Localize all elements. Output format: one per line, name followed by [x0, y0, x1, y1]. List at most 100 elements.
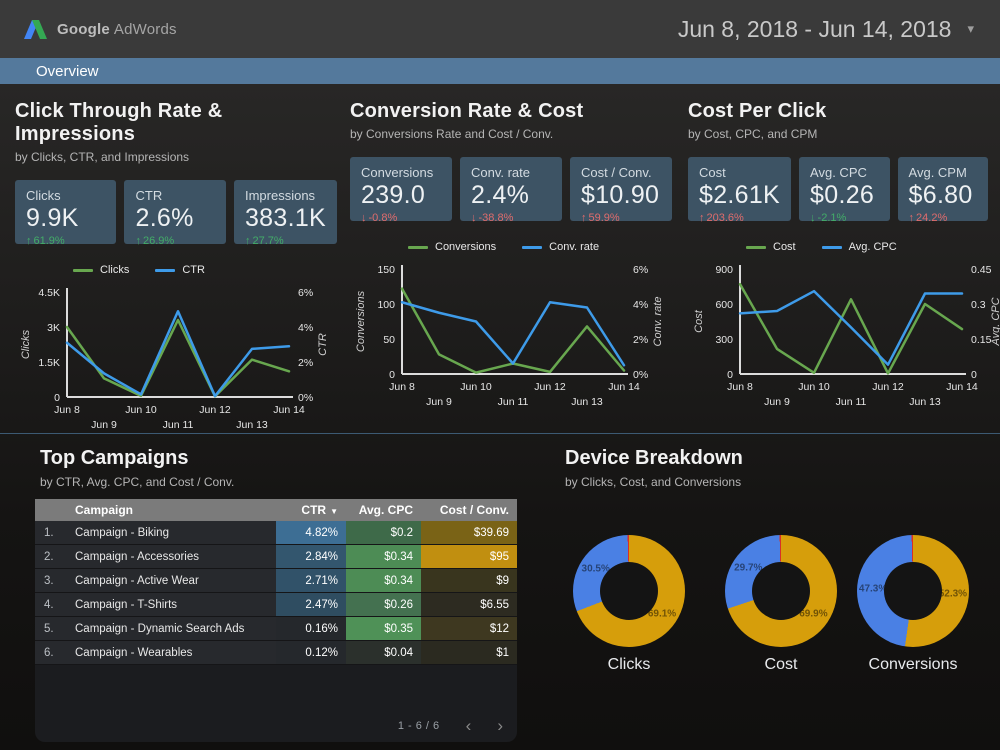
table-row[interactable]: 2. Campaign - Accessories 2.84% $0.34 $95	[35, 545, 517, 569]
legend-item: Avg. CPC	[821, 241, 897, 253]
avg-cpc-cell: $0.35	[346, 617, 421, 640]
scorecard-delta: ↓ -2.1%	[810, 212, 847, 224]
scorecard-value: $6.80	[908, 181, 973, 209]
donut-title: Cost	[764, 656, 798, 673]
svg-text:Jun 12: Jun 12	[199, 404, 231, 416]
svg-text:3K: 3K	[47, 322, 60, 334]
campaign-name: Campaign - Dynamic Search Ads	[75, 622, 245, 635]
row-number: 5.	[44, 622, 54, 635]
scorecard-value: 383.1K	[244, 204, 327, 232]
table-row[interactable]: 5. Campaign - Dynamic Search Ads 0.16% $0.3…	[35, 617, 517, 641]
legend-item: Conv. rate	[522, 241, 599, 253]
donut-hole	[752, 562, 810, 620]
row-number: 4.	[44, 598, 54, 611]
scorecard-ctr: CTR 2.6% ↑ 26.9%	[124, 180, 226, 247]
tab-overview[interactable]: Overview	[36, 62, 99, 80]
scorecard-delta: ↑ 203.6%	[699, 212, 744, 224]
chart-legend: Conversions Conv. rate	[408, 241, 672, 253]
svg-text:150: 150	[377, 264, 395, 276]
col-header-ctr[interactable]: CTR ▼	[301, 503, 338, 517]
scorecard-label: Avg. CPM	[908, 165, 967, 180]
cost-conv-cell: $39.69	[421, 521, 517, 544]
campaign-name: Campaign - Wearables	[75, 646, 193, 659]
date-range-picker[interactable]: Jun 8, 2018 - Jun 14, 2018 ▾	[678, 0, 974, 58]
scorecard-row: Conversions 239.0 ↓ -0.8% Conv. rate 2.4% ↓ -38…	[350, 157, 672, 224]
pagination-prev-icon[interactable]: ‹	[465, 716, 472, 735]
avg-cpc-cell: $0.26	[346, 593, 421, 616]
svg-text:300: 300	[715, 334, 733, 346]
scorecard-value: $10.90	[581, 181, 660, 209]
svg-text:0.45: 0.45	[971, 264, 992, 276]
scorecard-value: 2.6%	[135, 204, 194, 232]
donut-hole	[884, 562, 942, 620]
col-header-campaign[interactable]: Campaign	[75, 503, 134, 517]
legend-item: Conversions	[408, 241, 496, 253]
pagination-next-icon[interactable]: ›	[497, 716, 503, 735]
legend-line-swatch	[155, 268, 176, 272]
donut-hole	[600, 562, 658, 620]
scorecard-avg-cpc: Avg. CPC $0.26 ↓ -2.1%	[799, 157, 890, 224]
scorecard-clicks: Clicks 9.9K ↑ 61.9%	[15, 180, 117, 247]
scorecard-label: Avg. CPC	[810, 165, 867, 180]
table-row[interactable]: 6. Campaign - Wearables 0.12% $0.04 $1	[35, 641, 517, 665]
svg-text:2%: 2%	[298, 357, 313, 369]
donut-ring: 52.3% 47.3%	[857, 535, 969, 647]
table-pagination: 1 - 6 / 6 ‹ ›	[397, 716, 503, 735]
svg-text:50: 50	[383, 334, 395, 346]
scorecard-value: 9.9K	[26, 204, 79, 232]
ctr-cell: 4.82%	[276, 521, 346, 544]
svg-text:Jun 12: Jun 12	[872, 381, 904, 393]
donut-ring: 69.1% 30.5%	[573, 535, 685, 647]
svg-text:Jun 13: Jun 13	[571, 396, 603, 408]
scorecard-row: Clicks 9.9K ↑ 61.9% CTR 2.6% ↑ 26.9% Impressions…	[15, 180, 338, 247]
col-header-avg-cpc[interactable]: Avg. CPC	[358, 503, 413, 517]
scorecard-value: $2.61K	[699, 181, 781, 209]
table-body: 1. Campaign - Biking 4.82% $0.2 $39.69 2. Camp…	[35, 521, 517, 665]
svg-text:Jun 14: Jun 14	[273, 404, 305, 416]
scorecard-conversions: Conversions 239.0 ↓ -0.8%	[350, 157, 452, 224]
scorecard-label: Cost / Conv.	[581, 165, 652, 180]
svg-text:4.5K: 4.5K	[38, 287, 60, 299]
legend-label: CTR	[182, 264, 205, 276]
svg-text:Jun 8: Jun 8	[389, 381, 415, 393]
donut-slice-label: 29.7%	[734, 562, 763, 574]
scorecard-row: Cost $2.61K ↑ 203.6% Avg. CPC $0.26 ↓ -2.1% Avg.…	[688, 157, 989, 224]
scorecard-cost: Cost $2.61K ↑ 203.6%	[688, 157, 792, 224]
legend-item: Clicks	[73, 264, 129, 276]
table-row[interactable]: 4. Campaign - T-Shirts 2.47% $0.26 $6.55	[35, 593, 517, 617]
arrow-down-icon: ↓	[810, 212, 816, 224]
top-campaigns-title: Top Campaigns	[40, 447, 189, 469]
row-number: 6.	[44, 646, 54, 659]
legend-line-swatch	[73, 268, 93, 272]
svg-text:6%: 6%	[633, 264, 648, 276]
col-header-cost-conv[interactable]: Cost / Conv.	[439, 503, 509, 517]
legend-label: Conversions	[435, 241, 497, 253]
arrow-up-icon: ↑	[244, 235, 251, 247]
svg-text:Clicks: Clicks	[20, 329, 32, 359]
table-row[interactable]: 3. Campaign - Active Wear 2.71% $0.34 $9	[35, 569, 517, 593]
legend-label: Conv. rate	[549, 241, 600, 253]
section-subtitle: by Clicks, CTR, and Impressions	[15, 150, 190, 164]
adwords-logo: Google AdWords	[22, 18, 177, 40]
dashboard-content: Click Through Rate & Impressions by Clic…	[0, 84, 1000, 750]
overview-tab-bar: Overview	[0, 58, 1000, 84]
svg-text:Cost: Cost	[693, 309, 705, 333]
scorecard-delta: ↑ 61.9%	[26, 235, 65, 247]
svg-text:Jun 9: Jun 9	[764, 396, 790, 408]
ctr-cell: 2.47%	[276, 593, 346, 616]
donut-chart-conversions: 52.3% 47.3% Conversions	[857, 535, 969, 674]
date-range-label: Jun 8, 2018 - Jun 14, 2018	[677, 15, 952, 42]
table-row[interactable]: 1. Campaign - Biking 4.82% $0.2 $39.69	[35, 521, 517, 545]
scorecard-value: 2.4%	[471, 181, 530, 209]
line-chart-svg: 0 50 100 150 0% 2% 4% 6% Conversions Conv. rate Ju…	[355, 264, 664, 408]
donut-slice-label: 69.1%	[647, 608, 677, 620]
svg-text:Jun 10: Jun 10	[460, 381, 492, 393]
pagination-range: 1 - 6 / 6	[397, 720, 440, 732]
cost-conv-cell: $9	[421, 569, 517, 592]
section-cost-per-click: Cost Per Click by Cost, CPC, and CPM Cos…	[688, 100, 1000, 417]
avg-cpc-cell: $0.2	[346, 521, 421, 544]
device-breakdown-header: Device Breakdown by Clicks, Cost, and Co…	[565, 447, 743, 489]
arrow-up-icon: ↑	[135, 235, 141, 247]
legend-line-swatch	[821, 245, 842, 249]
arrow-up-icon: ↑	[908, 212, 915, 224]
